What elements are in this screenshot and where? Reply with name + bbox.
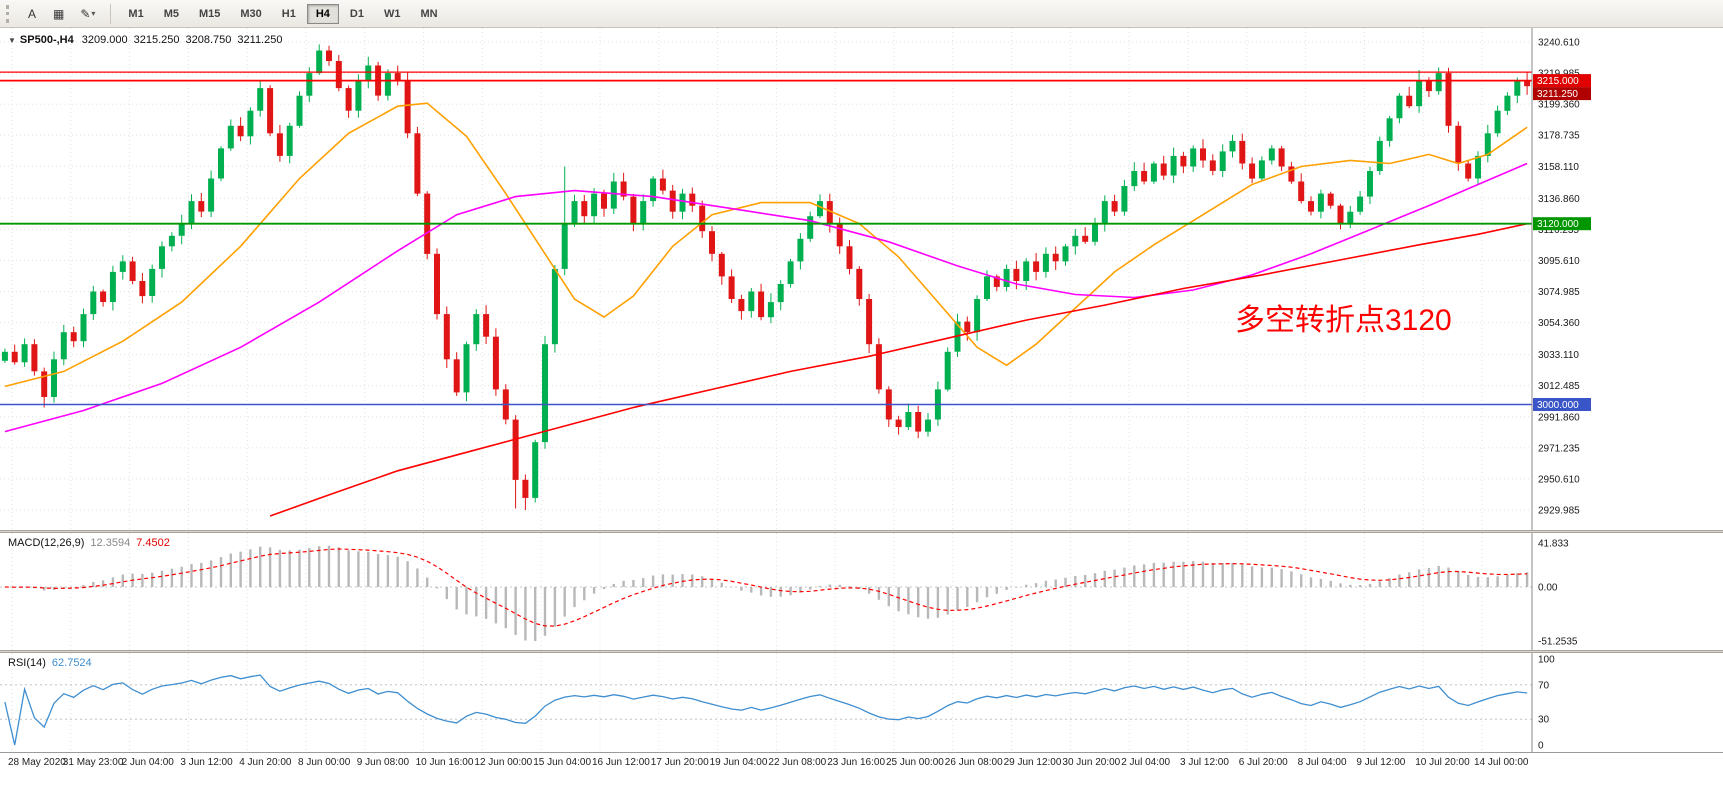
time-axis-label: 22 Jun 08:00 [768,757,827,768]
svg-text:3215.000: 3215.000 [1537,76,1579,87]
close-value: 3211.250 [237,34,283,46]
text-tool-button[interactable]: A [20,3,44,25]
time-axis-label: 8 Jul 04:00 [1297,757,1347,768]
rsi-panel: RSI(14) 62.7524 100 70 30 0 [0,653,1723,752]
time-axis-label: 26 Jun 08:00 [944,757,1003,768]
time-axis-label: 10 Jun 16:00 [415,757,474,768]
toolbar: A ▦ ✎ ▾ M1 M5 M15 M30 H1 H4 D1 W1 MN [0,0,1723,28]
time-axis-label: 19 Jun 04:00 [709,757,768,768]
svg-text:3074.985: 3074.985 [1538,287,1580,298]
objects-tool-button[interactable]: ▦ [46,3,71,25]
rsi-value: 62.7524 [51,657,92,669]
symbol-period-label: SP500-,H4 [19,34,74,46]
time-axis-label: 3 Jun 12:00 [180,757,233,768]
objects-tool-icon: ▦ [53,6,65,21]
timeframe-w1-button[interactable]: W1 [375,4,410,24]
chart-ohlc-header: ▼ SP500-,H4 3209.000 3215.250 3208.750 3211.2… [8,34,288,46]
time-axis-label: 30 Jun 20:00 [1062,757,1121,768]
time-axis-label: 28 May 2020 [8,757,66,768]
timeframe-h1-button[interactable]: H1 [273,4,305,24]
svg-text:3158.110: 3158.110 [1538,162,1579,173]
svg-text:3178.735: 3178.735 [1538,131,1580,142]
low-value: 3208.750 [185,34,232,46]
svg-text:3136.860: 3136.860 [1538,194,1580,205]
svg-text:3116.235: 3116.235 [1538,225,1579,236]
macd-main-value: 12.3594 [90,537,131,549]
time-axis-label: 25 Jun 00:00 [886,757,944,768]
time-axis-label: 29 Jun 12:00 [1003,757,1062,768]
time-axis-label: 8 Jun 00:00 [298,757,351,768]
svg-text:70: 70 [1538,680,1550,691]
time-axis-label: 15 Jun 04:00 [533,757,592,768]
timeframe-mn-button[interactable]: MN [411,4,446,24]
timeframe-m5-button[interactable]: M5 [155,4,188,24]
macd-name: MACD(12,26,9) [8,537,85,549]
timeframe-m15-button[interactable]: M15 [190,4,229,24]
svg-text:3095.610: 3095.610 [1538,256,1580,267]
collapse-triangle-icon[interactable]: ▼ [8,36,16,45]
time-axis-label: 10 Jul 20:00 [1415,757,1470,768]
time-axis-label: 17 Jun 20:00 [650,757,709,768]
time-axis-label: 2 Jul 04:00 [1121,757,1171,768]
macd-chart-canvas[interactable]: 41.833 0.00 -51.2535 [0,533,1723,655]
svg-text:30: 30 [1538,715,1550,726]
svg-text:3054.360: 3054.360 [1538,318,1580,329]
rsi-indicator-label: RSI(14) 62.7524 [8,657,92,669]
time-axis-label: 3 Jul 12:00 [1180,757,1229,768]
time-axis-label: 2 Jun 04:00 [121,757,174,768]
main-chart-panel: ▼ SP500-,H4 3209.000 3215.250 3208.750 3211.2… [0,28,1723,530]
timeframe-buttons-group: M1 M5 M15 M30 H1 H4 D1 W1 MN [119,3,446,24]
open-value: 3209.000 [81,34,128,46]
svg-text:0.00: 0.00 [1538,583,1558,594]
text-tool-icon: A [27,6,36,21]
svg-text:2991.860: 2991.860 [1538,412,1580,423]
dropdown-caret-icon: ▾ [91,9,96,18]
svg-text:-51.2535: -51.2535 [1538,637,1578,648]
svg-text:3120.000: 3120.000 [1537,219,1579,230]
time-axis[interactable]: 28 May 2020 31 May 23:00 2 Jun 04:00 3 Jun … [0,752,1723,779]
time-axis-label: 23 Jun 16:00 [827,757,886,768]
svg-text:3033.110: 3033.110 [1538,350,1579,361]
toolbar-separator [110,3,112,24]
timeframe-m30-button[interactable]: M30 [231,4,270,24]
timeframe-d1-button[interactable]: D1 [341,4,373,24]
svg-text:2971.235: 2971.235 [1538,443,1580,454]
drawing-tools-group: A ▦ ✎ ▾ [20,3,102,25]
main-chart-canvas[interactable]: 多空转折点31203240.6103219.9853199.3603178.73… [0,28,1723,535]
timeframe-m1-button[interactable]: M1 [119,4,152,24]
svg-text:3012.485: 3012.485 [1538,381,1580,392]
toolbar-drag-handle[interactable] [6,4,12,23]
time-axis-label: 9 Jun 08:00 [356,757,410,768]
drawings-tool-icon: ✎ [80,6,91,21]
macd-panel: MACD(12,26,9) 12.3594 7.4502 41.833 0.00 -51… [0,533,1723,650]
time-axis-label: 9 Jul 12:00 [1356,757,1406,768]
macd-indicator-label: MACD(12,26,9) 12.3594 7.4502 [8,537,170,549]
time-axis-label: 14 Jul 00:00 [1474,757,1529,768]
time-axis-label: 31 May 23:00 [62,757,124,768]
rsi-chart-canvas[interactable]: 100 70 30 0 [0,653,1723,757]
svg-text:41.833: 41.833 [1538,539,1569,550]
time-axis-label: 6 Jul 20:00 [1238,757,1288,768]
timeframe-h4-button[interactable]: H4 [306,3,339,24]
rsi-name: RSI(14) [8,657,46,669]
time-axis-label: 4 Jun 20:00 [239,757,292,768]
svg-text:3199.360: 3199.360 [1538,100,1580,111]
high-value: 3215.250 [133,34,180,46]
svg-text:3211.250: 3211.250 [1537,89,1578,100]
svg-text:2929.985: 2929.985 [1538,506,1580,517]
svg-text:100: 100 [1538,655,1555,666]
svg-text:3240.610: 3240.610 [1538,38,1580,49]
svg-text:多空转折点3120: 多空转折点3120 [1235,304,1452,337]
svg-text:3000.000: 3000.000 [1537,400,1579,411]
svg-text:2950.610: 2950.610 [1538,474,1580,485]
macd-signal-value: 7.4502 [136,537,170,549]
panel-splitter[interactable] [0,650,1723,653]
svg-text:0: 0 [1538,741,1544,752]
panel-splitter[interactable] [0,530,1723,533]
time-axis-label: 12 Jun 00:00 [474,757,533,768]
time-axis-label: 16 Jun 12:00 [592,757,650,768]
drawings-tool-button[interactable]: ✎ ▾ [73,3,102,25]
